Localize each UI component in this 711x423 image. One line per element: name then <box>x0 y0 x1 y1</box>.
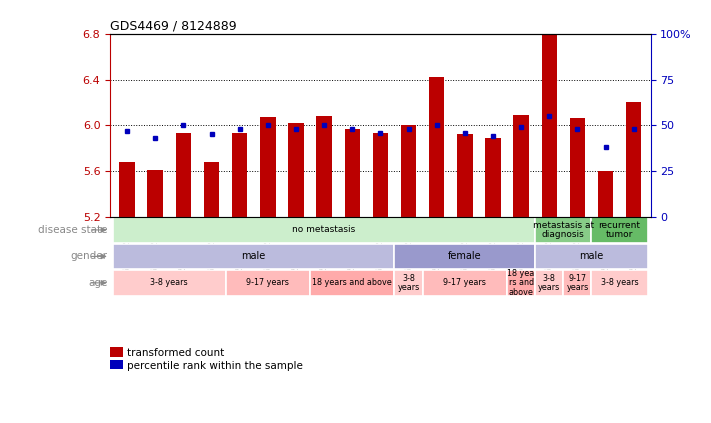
Bar <box>535 270 563 296</box>
Text: 9-17 years: 9-17 years <box>247 278 289 287</box>
Text: disease state: disease state <box>38 225 107 235</box>
Bar <box>316 116 332 217</box>
Bar <box>113 244 395 269</box>
Text: 9-17 years: 9-17 years <box>444 278 486 287</box>
Text: GDS4469 / 8124889: GDS4469 / 8124889 <box>110 20 237 33</box>
Bar <box>598 171 614 217</box>
Bar <box>260 117 276 217</box>
Bar <box>429 77 444 217</box>
Bar <box>232 133 247 217</box>
Bar <box>119 162 135 217</box>
Text: female: female <box>448 251 481 261</box>
Text: 3-8 years: 3-8 years <box>151 278 188 287</box>
Bar <box>457 135 473 217</box>
Bar <box>310 270 395 296</box>
Text: no metastasis: no metastasis <box>292 225 356 234</box>
Text: gender: gender <box>70 251 107 261</box>
Bar <box>225 270 310 296</box>
Bar <box>513 115 529 217</box>
Bar <box>507 270 535 296</box>
Bar <box>147 170 163 217</box>
Bar <box>570 118 585 217</box>
Bar <box>422 270 507 296</box>
Text: metastasis at
diagnosis: metastasis at diagnosis <box>533 220 594 239</box>
Text: recurrent
tumor: recurrent tumor <box>599 220 641 239</box>
Text: percentile rank within the sample: percentile rank within the sample <box>127 361 303 371</box>
Bar <box>401 125 416 217</box>
Text: 3-8
years: 3-8 years <box>538 274 560 292</box>
Bar <box>176 133 191 217</box>
Bar <box>395 270 422 296</box>
Bar <box>113 217 535 243</box>
Text: age: age <box>88 278 107 288</box>
Bar <box>113 270 225 296</box>
Text: 9-17
years: 9-17 years <box>566 274 589 292</box>
Bar <box>592 217 648 243</box>
Bar <box>288 123 304 217</box>
Text: 18 years and above: 18 years and above <box>312 278 392 287</box>
Bar <box>535 217 592 243</box>
Bar <box>592 270 648 296</box>
Text: male: male <box>579 251 604 261</box>
Bar <box>626 102 641 217</box>
Text: 18 yea
rs and
above: 18 yea rs and above <box>508 269 535 297</box>
Bar <box>345 129 360 217</box>
Bar <box>485 138 501 217</box>
Bar <box>535 244 648 269</box>
Bar <box>373 133 388 217</box>
Text: transformed count: transformed count <box>127 348 225 358</box>
Text: 3-8 years: 3-8 years <box>601 278 638 287</box>
Bar <box>204 162 219 217</box>
Bar <box>395 244 535 269</box>
Text: male: male <box>242 251 266 261</box>
Text: 3-8
years: 3-8 years <box>397 274 419 292</box>
Bar <box>542 32 557 217</box>
Bar <box>563 270 592 296</box>
